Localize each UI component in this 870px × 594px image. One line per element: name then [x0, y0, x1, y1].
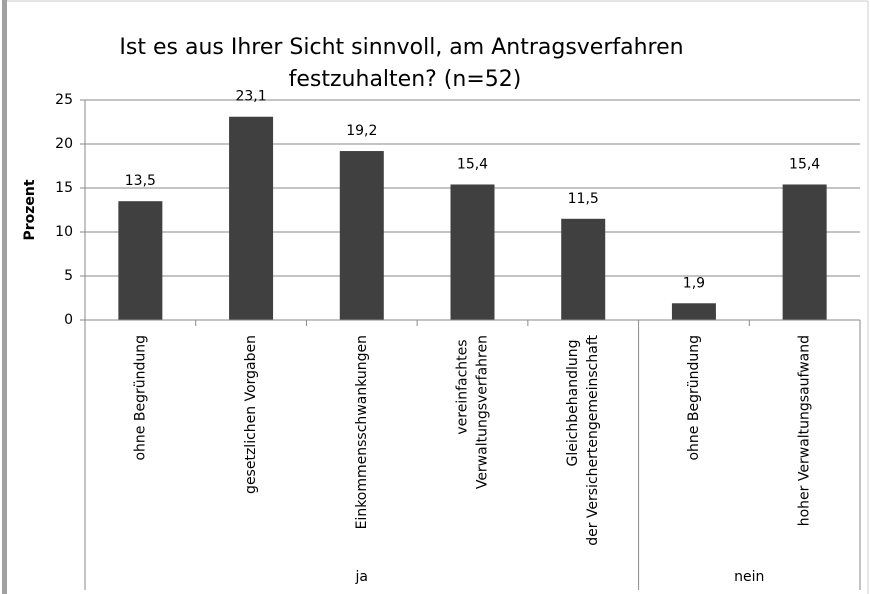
x-tick-label: Einkommensschwankungen — [354, 335, 370, 529]
y-tick-label: 10 — [55, 224, 73, 240]
y-tick-label: 5 — [64, 268, 73, 284]
data-label: 15,4 — [457, 156, 488, 172]
data-label: 1,9 — [683, 275, 705, 291]
y-tick-label: 20 — [55, 136, 73, 152]
y-tick-label: 25 — [55, 92, 73, 108]
data-label: 13,5 — [125, 173, 156, 189]
group-label: nein — [734, 569, 764, 585]
x-tick-label: gesetzlichen Vorgaben — [243, 335, 259, 494]
bar — [782, 184, 827, 320]
bar — [561, 218, 606, 320]
bar — [671, 303, 716, 320]
x-tick-label: ohne Begründung — [132, 335, 148, 461]
x-tick-label: ohne Begründung — [686, 335, 702, 461]
bar — [339, 151, 384, 320]
group-label: ja — [355, 569, 368, 585]
bar — [229, 116, 274, 320]
data-label: 23,1 — [235, 89, 266, 105]
x-tick-label: vereinfachtes Verwaltungsverfahren — [455, 335, 491, 489]
x-tick-label: hoher Verwaltungsaufwand — [797, 335, 813, 526]
left-border — [2, 0, 7, 594]
chart-title: Ist es aus Ihrer Sicht sinnvoll, am Antr… — [119, 35, 690, 92]
y-axis-label: Prozent — [22, 179, 38, 240]
y-tick-label: 0 — [64, 312, 73, 328]
bar — [118, 201, 163, 320]
x-tick-label: Gleichbehandlung der Versichertengemeins… — [565, 334, 601, 545]
y-tick-label: 15 — [55, 180, 73, 196]
data-label: 19,2 — [346, 123, 377, 139]
data-label: 11,5 — [568, 191, 599, 207]
data-label: 15,4 — [789, 156, 820, 172]
bar — [450, 184, 495, 320]
